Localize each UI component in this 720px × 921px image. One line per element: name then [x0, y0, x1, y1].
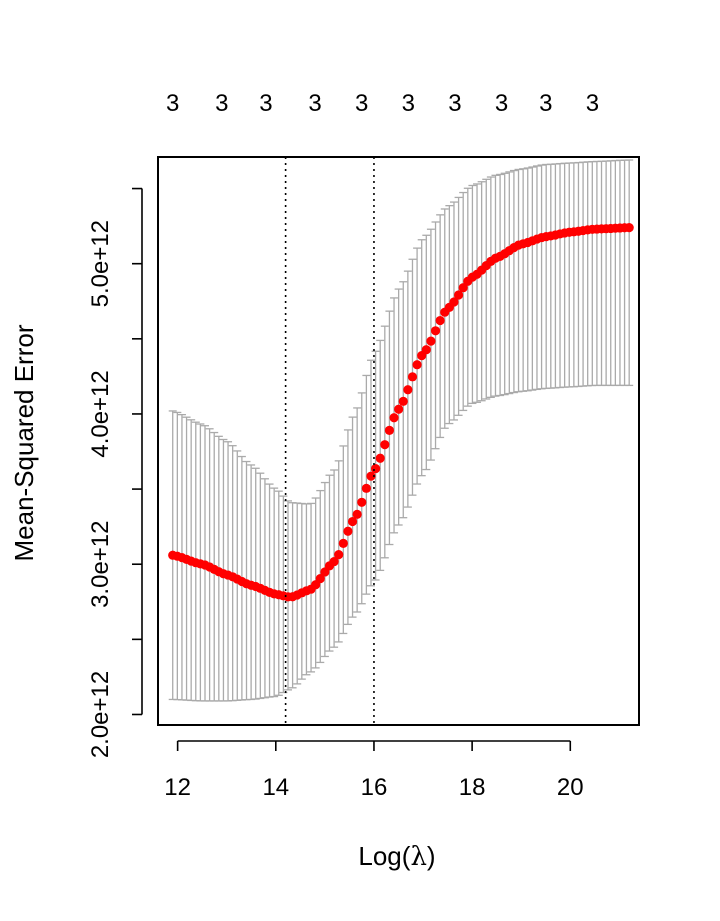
errorbar — [519, 168, 528, 392]
points — [168, 223, 634, 602]
x-tick-label: 12 — [164, 774, 191, 801]
x-axis-label: Log(λ) — [358, 841, 435, 872]
data-point — [375, 453, 385, 463]
errorbar — [583, 161, 592, 387]
data-point — [398, 396, 408, 406]
errorbar — [565, 162, 574, 388]
errorbar — [468, 184, 477, 405]
top-count-label: 3 — [355, 90, 368, 117]
errorbar — [449, 201, 458, 421]
data-point — [361, 483, 371, 493]
errorbar — [625, 159, 634, 387]
errorbar — [482, 178, 491, 400]
errorbar — [620, 159, 629, 387]
top-labels: 3 3 3 3 3 3 3 3 3 3 — [166, 90, 599, 117]
top-count-label: 3 — [586, 90, 599, 117]
data-point — [352, 509, 362, 519]
x-tick-label: 16 — [361, 774, 388, 801]
errorbar — [440, 208, 449, 429]
top-count-label: 3 — [166, 90, 179, 117]
data-point — [403, 385, 413, 395]
data-point — [458, 283, 468, 293]
errorbar — [491, 174, 500, 397]
data-point — [370, 464, 381, 474]
errorbar — [445, 205, 454, 425]
errorbar — [523, 167, 532, 392]
errorbar — [514, 168, 523, 393]
data-point — [389, 413, 399, 423]
data-point — [329, 556, 339, 567]
x-tick-label: 18 — [459, 774, 486, 801]
errorbar — [459, 191, 468, 412]
errorbar — [602, 160, 611, 387]
errorbar — [542, 163, 551, 390]
errorbar — [546, 163, 555, 389]
errorbar — [486, 176, 495, 398]
errorbar — [505, 171, 514, 395]
errorbar — [551, 163, 560, 389]
top-count-label: 3 — [448, 90, 461, 117]
errorbar — [477, 181, 486, 402]
errorbar — [579, 161, 588, 387]
top-count-label: 3 — [495, 90, 508, 117]
top-count-label: 3 — [539, 90, 552, 117]
errorbar — [569, 162, 578, 388]
data-point — [334, 550, 344, 560]
top-count-label: 3 — [215, 90, 228, 117]
y-tick-label: 2.0e+12 — [87, 671, 114, 758]
y-tick-label: 4.0e+12 — [87, 370, 114, 457]
errorbar — [556, 162, 565, 389]
errorbar — [606, 160, 615, 387]
errorbar — [463, 187, 472, 407]
x-tick-label: 14 — [262, 774, 289, 801]
top-count-label: 3 — [308, 90, 321, 117]
data-point — [407, 372, 418, 382]
data-point — [435, 315, 445, 326]
errorbars — [168, 159, 634, 702]
errorbar — [436, 214, 445, 439]
data-point — [421, 345, 431, 355]
y-axis-label: Mean-Squared Error — [9, 324, 39, 561]
errorbar — [588, 160, 597, 387]
errorbar — [509, 169, 518, 394]
errorbar — [454, 196, 463, 416]
data-point — [426, 336, 436, 346]
data-point — [338, 538, 348, 548]
data-point — [384, 425, 395, 435]
top-count-label: 3 — [402, 90, 415, 117]
vlines — [284, 157, 375, 725]
errorbar — [496, 173, 505, 397]
errorbar — [592, 160, 601, 387]
data-point — [343, 526, 353, 536]
errorbar — [532, 165, 541, 391]
errorbar — [500, 172, 509, 396]
data-point — [366, 471, 376, 481]
errorbar — [615, 159, 624, 387]
data-point — [430, 326, 441, 336]
errorbar — [611, 159, 620, 387]
data-point — [449, 297, 459, 307]
plot-frame — [157, 156, 640, 726]
errorbar — [560, 162, 569, 388]
y-tick-label: 5.0e+12 — [87, 220, 114, 307]
errorbar — [574, 161, 583, 388]
x-axis: 12 14 16 18 20 — [164, 740, 584, 801]
y-axis: 2.0e+12 3.0e+12 4.0e+12 5.0e+12 — [87, 187, 143, 758]
data-point — [315, 574, 325, 584]
errorbar — [537, 164, 546, 390]
data-point — [380, 440, 390, 450]
data-point — [453, 290, 464, 300]
x-tick-label: 20 — [557, 774, 584, 801]
data-point — [347, 516, 358, 527]
data-point — [394, 404, 404, 414]
data-point — [624, 223, 634, 233]
data-point — [412, 360, 422, 370]
errorbar — [473, 183, 482, 403]
errorbar — [528, 166, 537, 391]
top-count-label: 3 — [259, 90, 272, 117]
y-tick-label: 3.0e+12 — [87, 521, 114, 608]
data-point — [357, 497, 367, 507]
errorbar — [597, 160, 606, 387]
